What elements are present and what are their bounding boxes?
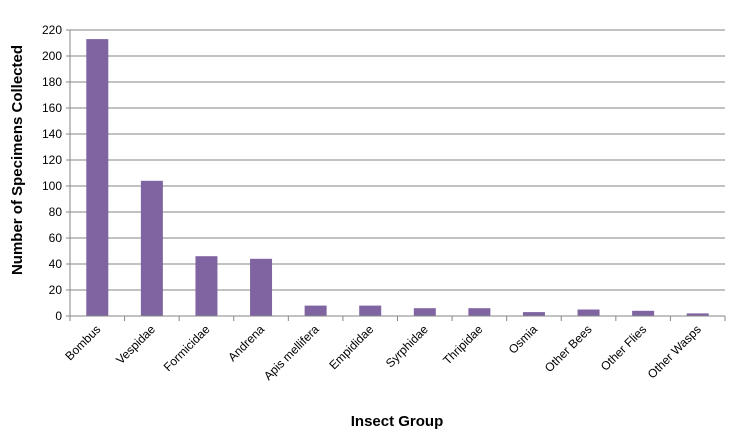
y-tick-label: 220 [42, 23, 62, 37]
x-tick-label: Osmia [506, 322, 541, 357]
y-tick-label: 160 [42, 101, 62, 115]
x-tick-label: Other Flies [598, 322, 649, 373]
y-tick-labels: 0 20 40 60 80 100 120 140 160 180 200 220 [42, 23, 62, 323]
y-tick-label: 60 [49, 231, 63, 245]
bar-other-bees [577, 309, 600, 316]
y-tick-label: 0 [55, 309, 62, 323]
x-tick-label: Apis mellifera [261, 322, 322, 383]
x-tick-label: Andrena [225, 322, 267, 364]
bar-formicidae [195, 256, 218, 316]
bar-empididae [359, 305, 382, 316]
y-tick-label: 80 [49, 205, 63, 219]
bars [86, 39, 709, 316]
y-tick-label: 120 [42, 153, 62, 167]
x-tick-label: Other Wasps [645, 322, 704, 381]
y-tick-label: 180 [42, 75, 62, 89]
bar-apis-mellifera [304, 305, 327, 316]
y-tick-label: 40 [49, 257, 63, 271]
bar-other-flies [632, 310, 655, 316]
bar-osmia [522, 312, 545, 316]
bar-thripidae [468, 308, 491, 316]
x-tick-label: Syrphidae [383, 322, 431, 370]
x-tick-label: Other Bees [542, 322, 595, 375]
y-tick-label: 100 [42, 179, 62, 193]
bar-andrena [250, 258, 273, 316]
y-axis-title: Number of Specimens Collected [9, 45, 26, 275]
y-tick-label: 140 [42, 127, 62, 141]
x-tick-label: Thripidae [440, 322, 486, 368]
x-axis-title: Insect Group [351, 413, 444, 430]
bar-other-wasps [686, 313, 709, 316]
y-tick-label: 200 [42, 49, 62, 63]
y-tick-label: 20 [49, 283, 63, 297]
bar-syrphidae [413, 308, 436, 316]
x-tick-label: Vespidae [113, 322, 158, 367]
axes [66, 29, 726, 321]
gridlines [70, 29, 725, 291]
x-tick-label: Bombus [62, 322, 103, 363]
bar-bombus [86, 39, 109, 316]
x-tick-label: Empididae [326, 322, 376, 372]
x-tick-label: Formicidae [161, 322, 213, 374]
bar-vespidae [140, 180, 163, 316]
